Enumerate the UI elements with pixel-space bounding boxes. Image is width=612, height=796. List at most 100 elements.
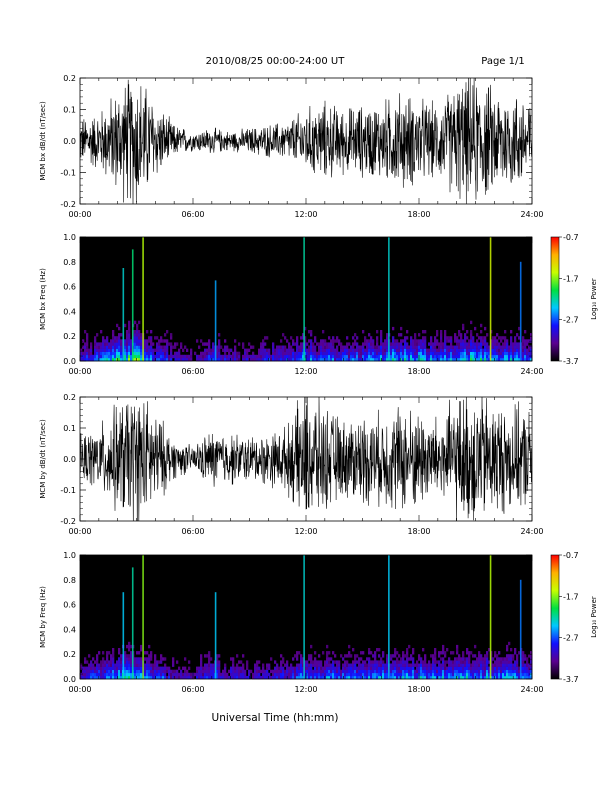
spectrogram-cell bbox=[118, 345, 121, 349]
spectrogram-cell bbox=[150, 336, 153, 340]
spectrogram-cell bbox=[140, 657, 143, 661]
spectrogram-cell bbox=[86, 660, 89, 664]
spectrogram-cell bbox=[504, 342, 507, 346]
spectrogram-cell bbox=[494, 654, 497, 658]
spectrogram-cell bbox=[138, 663, 141, 667]
spectrogram-cell bbox=[102, 669, 105, 674]
spectrogram-cell bbox=[216, 657, 219, 661]
spectrogram-cell bbox=[476, 333, 479, 337]
spectrogram-cell bbox=[508, 666, 511, 670]
spectrogram-cell bbox=[332, 660, 335, 664]
spectrogram-cell bbox=[186, 357, 189, 362]
spectrogram-cell bbox=[406, 666, 409, 670]
spectrogram-cell bbox=[224, 669, 227, 674]
spectrogram-cell bbox=[252, 675, 255, 680]
spectrogram-cell bbox=[524, 348, 527, 352]
spectrogram-cell bbox=[502, 669, 505, 674]
spectrogram-cell bbox=[444, 342, 447, 346]
spectrogram-cell bbox=[312, 663, 315, 667]
spectrogram-cell bbox=[302, 357, 305, 362]
spectrogram-cell bbox=[300, 669, 303, 674]
spectrogram-cell bbox=[492, 657, 495, 661]
spectrogram-cell bbox=[464, 666, 467, 670]
spectrogram-cell bbox=[484, 351, 487, 356]
spectrogram-cell bbox=[386, 663, 389, 667]
colorbar-tick-label: -1.7 bbox=[563, 592, 579, 601]
spectrogram-cell bbox=[438, 675, 441, 680]
spectrogram-cell bbox=[476, 339, 479, 343]
spectrogram-cell bbox=[228, 351, 231, 356]
y-tick-label: 0.0 bbox=[63, 455, 76, 464]
spectrogram-cell bbox=[500, 675, 503, 680]
spectrogram-cell bbox=[150, 657, 153, 661]
spectrogram-cell bbox=[370, 336, 373, 340]
spectrogram-cell bbox=[328, 675, 331, 680]
spectrogram-cell bbox=[478, 357, 481, 362]
spectrogram-cell bbox=[394, 351, 397, 356]
spectrogram-cell bbox=[286, 666, 289, 670]
spectrogram-cell bbox=[472, 339, 475, 343]
spectrogram-cell bbox=[510, 354, 513, 359]
spectrogram-cell bbox=[474, 660, 477, 664]
x-tick-label: 24:00 bbox=[520, 367, 543, 376]
spectrogram-cell bbox=[332, 663, 335, 667]
spectrogram-cell bbox=[310, 672, 313, 677]
spectrogram-cell bbox=[94, 660, 97, 664]
spectrogram-cell bbox=[372, 348, 375, 352]
spectrogram-cell bbox=[116, 660, 119, 664]
y-tick-label: 0.1 bbox=[63, 106, 76, 115]
spectrogram-cell bbox=[516, 672, 519, 677]
spectrogram-cell bbox=[202, 672, 205, 677]
spectrogram-cell bbox=[370, 339, 373, 343]
spectrogram-cell bbox=[106, 651, 109, 655]
spectrogram-cell bbox=[360, 669, 363, 674]
spectrogram-cell bbox=[294, 357, 297, 362]
spectrogram-cell bbox=[486, 654, 489, 658]
spectrogram-cell bbox=[288, 666, 291, 670]
spectrogram-cell bbox=[260, 345, 263, 349]
spectrogram-cell bbox=[248, 357, 251, 362]
spectrogram-cell bbox=[412, 348, 415, 352]
spectrogram-cell bbox=[504, 351, 507, 356]
spectrogram-line bbox=[489, 555, 492, 679]
spectrogram-cell bbox=[350, 654, 353, 658]
spectrogram-cell bbox=[418, 654, 421, 658]
spectrogram-cell bbox=[354, 663, 357, 667]
spectrogram-cell bbox=[162, 351, 165, 356]
spectrogram-cell bbox=[528, 666, 531, 670]
spectrogram-cell bbox=[102, 651, 105, 655]
spectrogram-cell bbox=[134, 333, 137, 337]
spectrogram-cell bbox=[100, 675, 103, 680]
spectrogram-cell bbox=[408, 357, 411, 362]
spectrogram-cell bbox=[392, 326, 395, 331]
spectrogram-cell bbox=[486, 333, 489, 337]
spectrogram-cell bbox=[226, 675, 229, 680]
spectrogram-cell bbox=[166, 342, 169, 346]
spectrogram-cell bbox=[352, 351, 355, 356]
spectrogram-cell bbox=[314, 651, 317, 655]
spectrogram-cell bbox=[146, 330, 149, 334]
spectrogram-cell bbox=[118, 357, 121, 362]
spectrogram-cell bbox=[102, 666, 105, 670]
spectrogram-cell bbox=[286, 354, 289, 359]
spectrogram-cell bbox=[358, 348, 361, 352]
spectrogram-cell bbox=[296, 351, 299, 356]
spectrogram-cell bbox=[352, 666, 355, 670]
spectrogram-cell bbox=[400, 326, 403, 331]
spectrogram-cell bbox=[498, 669, 501, 674]
spectrogram-cell bbox=[256, 675, 259, 680]
spectrogram-cell bbox=[396, 354, 399, 359]
spectrogram-cell bbox=[462, 660, 465, 664]
spectrogram-cell bbox=[326, 644, 329, 649]
spectrogram-cell bbox=[102, 354, 105, 359]
spectrogram-cell bbox=[476, 345, 479, 349]
spectrogram-cell bbox=[406, 342, 409, 346]
spectrogram-cell bbox=[528, 654, 531, 658]
spectrogram-cell bbox=[140, 333, 143, 337]
spectrogram-cell bbox=[330, 348, 333, 352]
spectrogram-cell bbox=[100, 666, 103, 670]
spectrogram-cell bbox=[376, 336, 379, 340]
spectrogram-cell bbox=[98, 345, 101, 349]
spectrogram-cell bbox=[104, 342, 107, 346]
